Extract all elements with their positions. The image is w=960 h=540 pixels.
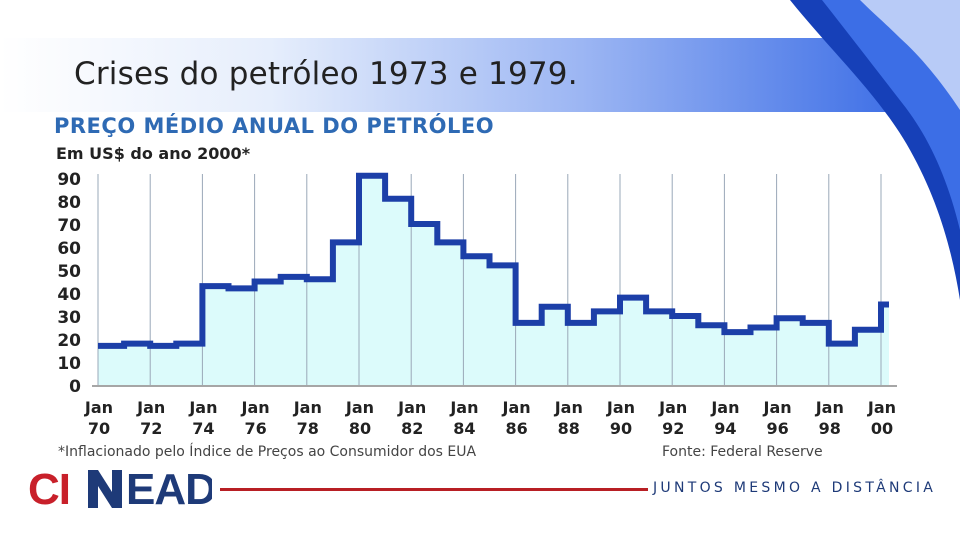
- x-tick-year: 00: [871, 419, 893, 438]
- y-tick-label: 40: [57, 285, 81, 305]
- x-tick-year: 80: [349, 419, 371, 438]
- x-tick-month: Jan: [710, 398, 739, 417]
- x-tick-month: Jan: [867, 398, 896, 417]
- x-tick-year: 82: [401, 419, 423, 438]
- corner-deco-light: [860, 0, 960, 110]
- x-tick-year: 92: [662, 419, 684, 438]
- title-band: [0, 38, 900, 112]
- price-step-line: [98, 172, 889, 349]
- y-tick-label: 70: [57, 216, 81, 236]
- x-tick-year: 94: [714, 419, 736, 438]
- logo-text-navy: EAD: [126, 465, 212, 512]
- x-tick-year: 78: [297, 419, 319, 438]
- logo-n-mark: [88, 470, 122, 508]
- x-tick-month: Jan: [554, 398, 583, 417]
- footer-tagline: JUNTOS MESMO A DISTÂNCIA: [653, 480, 937, 496]
- corner-decoration: [790, 0, 960, 300]
- x-tick-year: 76: [244, 419, 266, 438]
- cinead-logo: CI EAD: [28, 465, 212, 512]
- x-tick-month: Jan: [658, 398, 687, 417]
- x-tick-month: Jan: [397, 398, 426, 417]
- x-tick-month: Jan: [293, 398, 322, 417]
- y-tick-label: 10: [57, 354, 81, 374]
- x-tick-month: Jan: [449, 398, 478, 417]
- x-tick-month: Jan: [188, 398, 217, 417]
- oil-price-chart: 0 10 20 30 40 50 60 70 80 90 Jan 70 Jan 72 Jan 74 Jan 76 J…: [50, 112, 910, 472]
- x-tick-year: 96: [766, 419, 788, 438]
- x-tick-year: 88: [558, 419, 580, 438]
- y-tick-label: 30: [57, 308, 81, 328]
- y-tick-label: 90: [57, 170, 81, 190]
- chart-plot: 0 10 20 30 40 50 60 70 80 90 Jan 70 Jan 72 Jan 74 Jan 76 J…: [57, 170, 897, 438]
- chart-footnote: *Inflacionado pelo Índice de Preços ao C…: [58, 444, 477, 460]
- chart-subtitle: Em US$ do ano 2000*: [56, 144, 251, 163]
- x-tick-month: Jan: [345, 398, 374, 417]
- y-tick-label: 20: [57, 331, 81, 351]
- x-tick-year: 86: [505, 419, 527, 438]
- x-tick-year: 70: [88, 419, 110, 438]
- x-tick-year: 74: [192, 419, 214, 438]
- y-tick-label: 0: [69, 377, 81, 397]
- x-tick-year: 72: [140, 419, 162, 438]
- x-tick-month: Jan: [606, 398, 635, 417]
- chart-title: PREÇO MÉDIO ANUAL DO PETRÓLEO: [54, 114, 495, 138]
- footer-line: [220, 488, 648, 491]
- x-tick-month: Jan: [763, 398, 792, 417]
- x-tick-month: Jan: [84, 398, 113, 417]
- logo-text-red: CI: [28, 465, 70, 512]
- x-tick-month: Jan: [241, 398, 270, 417]
- x-tick-month: Jan: [136, 398, 165, 417]
- y-tick-label: 80: [57, 193, 81, 213]
- x-tick-year: 90: [610, 419, 632, 438]
- y-tick-label: 50: [57, 262, 81, 282]
- x-tick-month: Jan: [502, 398, 531, 417]
- y-tick-label: 60: [57, 239, 81, 259]
- x-tick-year: 84: [453, 419, 475, 438]
- x-tick-month: Jan: [815, 398, 844, 417]
- slide-title: Crises do petróleo 1973 e 1979.: [74, 56, 578, 92]
- area-fill: [98, 175, 889, 385]
- x-tick-year: 98: [819, 419, 841, 438]
- chart-source: Fonte: Federal Reserve: [662, 444, 823, 460]
